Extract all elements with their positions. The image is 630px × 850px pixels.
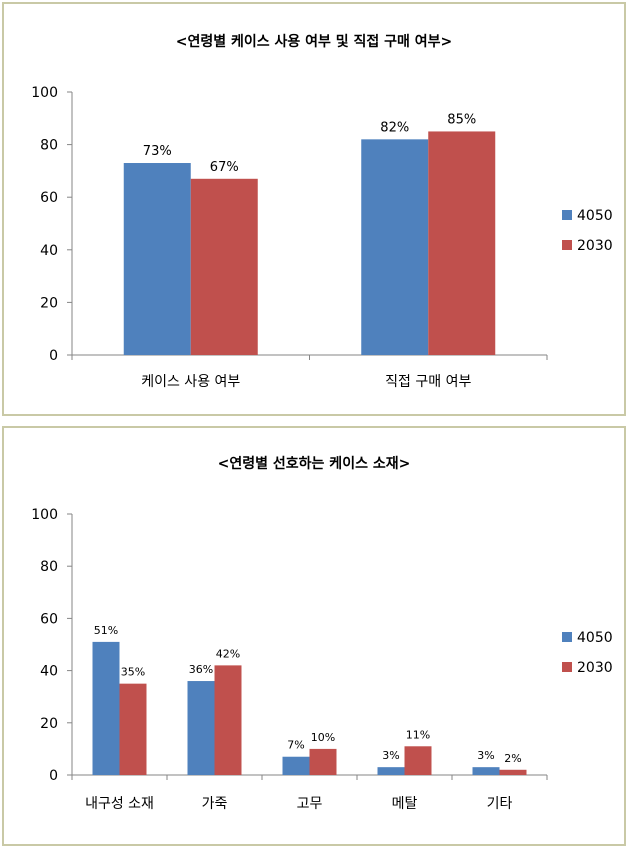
category-label: 가죽 — [202, 796, 228, 812]
category-label: 메탈 — [392, 796, 418, 812]
legend-swatch-2030 — [562, 662, 572, 672]
legend-label: 2030 — [577, 238, 613, 254]
data-label: 2% — [504, 752, 521, 765]
y-tick-label: 80 — [40, 138, 58, 154]
data-label: 7% — [287, 739, 304, 752]
bar-4050-1 — [361, 139, 429, 355]
bar-4050-3 — [377, 767, 405, 775]
y-tick-label: 20 — [40, 295, 58, 311]
category-label: 직접 구매 여부 — [385, 374, 471, 390]
data-label: 3% — [477, 749, 494, 762]
category-label: 내구성 소재 — [85, 796, 154, 812]
bar-2030-1 — [214, 665, 242, 775]
bar-2030-2 — [309, 748, 337, 775]
category-label: 기타 — [487, 796, 513, 812]
y-tick-label: 100 — [31, 85, 58, 101]
y-tick-label: 60 — [40, 190, 58, 206]
data-label: 85% — [447, 112, 476, 127]
chart-title: <연령별 케이스 사용 여부 및 직접 구매 여부> — [176, 33, 453, 50]
y-tick-label: 20 — [40, 716, 58, 732]
data-label: 36% — [189, 663, 213, 676]
data-label: 3% — [382, 749, 399, 762]
data-label: 10% — [311, 731, 335, 744]
y-tick-label: 0 — [49, 768, 58, 784]
y-tick-label: 0 — [49, 348, 58, 364]
data-label: 67% — [210, 160, 239, 175]
legend-label: 2030 — [577, 660, 613, 676]
bar-4050-0 — [92, 641, 120, 775]
bar-4050-1 — [187, 681, 215, 775]
chart-title: <연령별 선호하는 케이스 소재> — [218, 455, 411, 472]
legend-swatch-4050 — [562, 210, 572, 220]
legend-swatch-2030 — [562, 240, 572, 250]
bar-2030-0 — [119, 683, 147, 775]
data-label: 73% — [143, 144, 172, 159]
y-tick-label: 80 — [40, 559, 58, 575]
y-tick-label: 100 — [31, 507, 58, 523]
chart-panel-material: <연령별 선호하는 케이스 소재> 0 20 40 60 80 100 51% 35% 내구성 소… — [2, 426, 626, 846]
y-tick-label: 60 — [40, 611, 58, 627]
chart-panel-usage: <연령별 케이스 사용 여부 및 직접 구매 여부> 0 20 40 60 80 100 73… — [2, 2, 626, 416]
bar-2030-1 — [428, 131, 496, 355]
data-label: 35% — [121, 666, 145, 679]
bar-4050-0 — [123, 163, 191, 355]
bar-2030-3 — [404, 746, 432, 775]
data-label: 11% — [406, 728, 430, 741]
data-label: 82% — [380, 120, 409, 135]
legend-label: 4050 — [577, 630, 613, 646]
bar-4050-4 — [472, 767, 500, 775]
category-label: 고무 — [297, 796, 323, 812]
legend-label: 4050 — [577, 208, 613, 224]
y-tick-label: 40 — [40, 243, 58, 259]
bar-2030-0 — [190, 178, 258, 355]
y-tick-label: 40 — [40, 664, 58, 680]
data-label: 42% — [216, 647, 240, 660]
material-bar-chart: <연령별 선호하는 케이스 소재> 0 20 40 60 80 100 51% 35% 내구성 소… — [31, 455, 613, 812]
bar-4050-2 — [282, 756, 310, 775]
usage-bar-chart: <연령별 케이스 사용 여부 및 직접 구매 여부> 0 20 40 60 80 100 73… — [31, 33, 613, 390]
data-label: 51% — [94, 624, 118, 637]
category-label: 케이스 사용 여부 — [141, 374, 240, 390]
legend-swatch-4050 — [562, 632, 572, 642]
bar-2030-4 — [499, 769, 527, 775]
